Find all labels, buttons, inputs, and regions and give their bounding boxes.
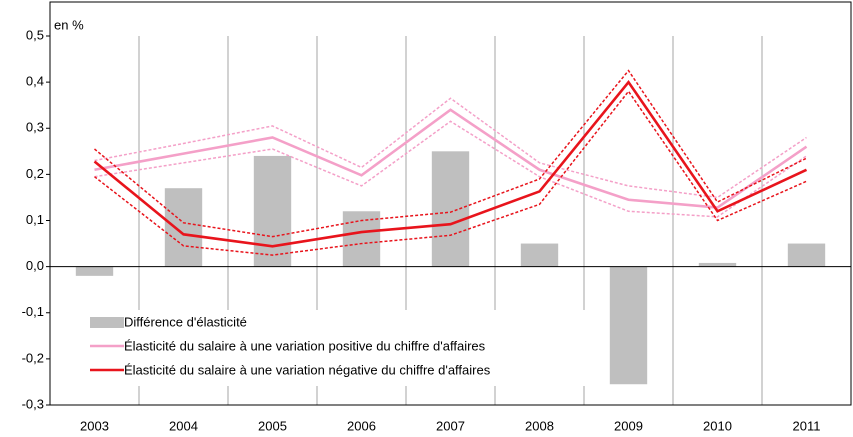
x-tick-label: 2007 — [436, 418, 465, 433]
line — [93, 79, 808, 248]
legend-swatch — [90, 317, 124, 328]
confidence-line — [94, 69, 807, 238]
y-tick-label: 0,4 — [26, 74, 44, 89]
x-tick-label: 2005 — [258, 418, 287, 433]
legend-label: Élasticité du salaire à une variation po… — [124, 338, 486, 353]
y-tick-label: 0,0 — [26, 258, 44, 273]
x-tick-label: 2010 — [703, 418, 732, 433]
legend-box — [80, 310, 600, 386]
bar — [342, 211, 381, 267]
y-tick-label: 0,1 — [26, 212, 44, 227]
bar — [787, 243, 826, 267]
x-tick-label: 2006 — [347, 418, 376, 433]
y-tick-label: -0,1 — [22, 304, 44, 319]
plot-border — [49, 1, 852, 406]
bar — [431, 151, 470, 267]
bar — [253, 155, 292, 267]
confidence-line — [94, 90, 807, 256]
bar — [164, 188, 203, 267]
bar — [520, 243, 559, 267]
y-tick-label: -0,2 — [22, 350, 44, 365]
legend-label: Différence d'élasticité — [124, 314, 247, 329]
x-tick-label: 2009 — [614, 418, 643, 433]
y-tick-label: 0,2 — [26, 166, 44, 181]
x-tick-label: 2008 — [525, 418, 554, 433]
x-tick-label: 2011 — [793, 418, 821, 433]
bar — [609, 266, 648, 385]
bar — [698, 262, 737, 267]
unit-label: en % — [54, 17, 84, 32]
confidence-line — [94, 120, 807, 218]
y-tick-label: 0,3 — [26, 120, 44, 135]
bar — [75, 266, 114, 276]
x-tick-label: 2004 — [169, 418, 198, 433]
y-tick-label: -0,3 — [22, 396, 44, 411]
legend-label: Élasticité du salaire à une variation né… — [124, 362, 491, 377]
x-tick-label: 2003 — [80, 418, 109, 433]
line — [94, 108, 808, 209]
confidence-line — [94, 97, 807, 199]
y-tick-label: 0,5 — [26, 27, 44, 42]
